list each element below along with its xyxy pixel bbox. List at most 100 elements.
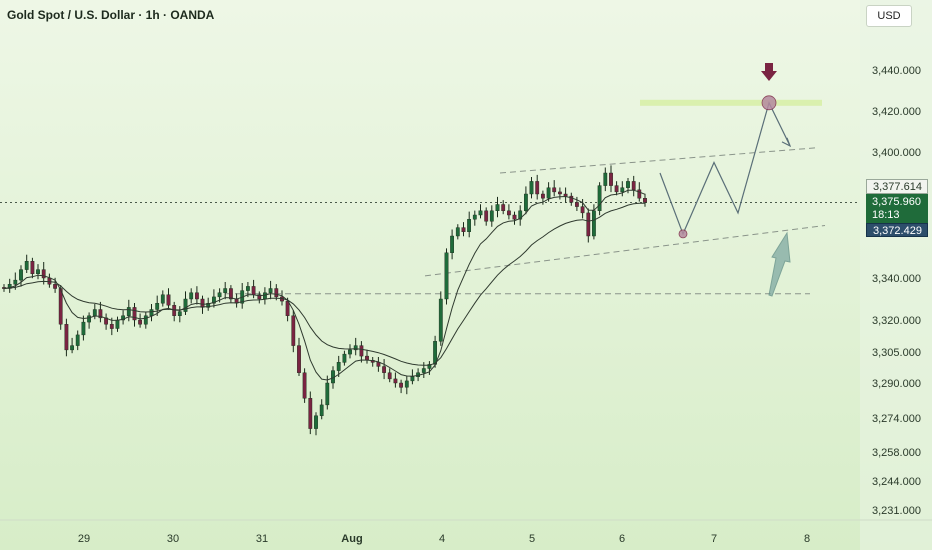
candle: [81, 321, 86, 336]
candle: [314, 415, 318, 429]
candle: [166, 294, 171, 306]
moving-average-long: [3, 202, 646, 366]
candle: [36, 269, 40, 275]
price-axis-panel: [860, 0, 932, 550]
candle: [495, 204, 500, 212]
candle: [206, 303, 211, 308]
candle: [126, 307, 131, 316]
candle: [512, 214, 517, 220]
channel-lower-line: [424, 225, 826, 277]
candle: [268, 288, 273, 293]
candle: [472, 214, 477, 220]
candle: [75, 334, 80, 346]
current-price-value: 3,375.960: [872, 196, 921, 208]
candle: [353, 345, 358, 351]
x-tick-label: 4: [439, 533, 445, 545]
candle: [626, 181, 630, 188]
y-tick-label: 3,440.000: [872, 65, 921, 77]
candle: [274, 288, 279, 298]
candle: [484, 210, 489, 222]
price-tag-current: 3,375.960 18:13: [866, 194, 928, 224]
x-tick-label: 5: [529, 533, 535, 545]
candle: [302, 372, 307, 399]
candle: [183, 298, 188, 312]
candle: [592, 210, 596, 237]
y-tick-label: 3,274.000: [872, 413, 921, 425]
candle: [603, 172, 608, 186]
y-tick-label: 3,400.000: [872, 147, 921, 159]
candle: [597, 185, 602, 212]
candle: [160, 294, 165, 304]
y-tick-label: 3,231.000: [872, 505, 921, 517]
candle: [336, 362, 341, 371]
candle: [421, 368, 426, 373]
candle: [87, 315, 92, 323]
y-tick-label: 3,290.000: [872, 378, 921, 390]
candle: [399, 382, 403, 388]
projection-path: [659, 101, 791, 236]
candle: [529, 181, 534, 195]
candle: [489, 210, 494, 222]
candle: [263, 292, 267, 300]
candle: [325, 382, 330, 406]
candle: [535, 181, 540, 195]
candle: [524, 193, 528, 211]
candle: [461, 227, 466, 233]
candle: [143, 315, 148, 325]
candle: [455, 227, 460, 237]
candle: [177, 311, 182, 317]
candle: [614, 185, 619, 193]
candle: [580, 206, 585, 214]
candle: [189, 292, 194, 300]
candle: [149, 309, 154, 317]
candle: [228, 288, 233, 300]
candle: [13, 279, 18, 285]
candle: [546, 187, 551, 199]
y-tick-label: 3,305.000: [872, 347, 921, 359]
candle: [563, 193, 568, 197]
candle: [30, 261, 35, 275]
candle: [467, 218, 471, 232]
projection-arrowhead: [781, 137, 792, 148]
candle: [308, 398, 313, 429]
candle: [200, 298, 205, 308]
candle: [58, 288, 63, 325]
y-tick-label: 3,340.000: [872, 273, 921, 285]
x-tick-label: 29: [78, 533, 90, 545]
candle: [64, 324, 69, 351]
candle: [155, 303, 160, 310]
channel-upper-line: [499, 147, 816, 174]
candle: [631, 181, 636, 190]
candle: [393, 378, 398, 384]
candle: [211, 296, 216, 304]
candle: [92, 309, 97, 317]
candle: [643, 197, 647, 203]
candle: [569, 195, 574, 203]
candle: [138, 319, 142, 325]
candle: [541, 193, 545, 199]
candle: [518, 210, 523, 220]
candle: [348, 349, 352, 355]
candle: [121, 315, 126, 321]
y-tick-label: 3,258.000: [872, 447, 921, 459]
candle: [24, 261, 29, 270]
x-tick-label: 7: [711, 533, 717, 545]
candle: [637, 189, 642, 199]
candle: [450, 235, 454, 253]
target-zone: [640, 99, 822, 106]
candle: [359, 345, 364, 357]
candle: [223, 288, 228, 293]
candle: [620, 187, 625, 193]
candle: [404, 380, 409, 388]
candle: [382, 366, 386, 373]
candle: [297, 345, 301, 373]
candle: [245, 286, 250, 291]
candle: [217, 292, 222, 298]
up-arrow-icon: [768, 231, 791, 297]
currency-button[interactable]: USD: [866, 5, 912, 27]
moving-average-short: [3, 189, 646, 381]
chart-title: Gold Spot / U.S. Dollar · 1h · OANDA: [7, 8, 215, 22]
candle: [98, 309, 103, 319]
